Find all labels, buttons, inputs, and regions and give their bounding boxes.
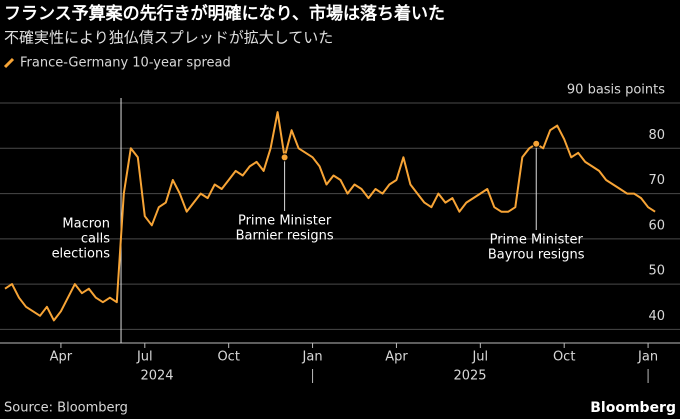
- line: [4, 111, 656, 322]
- annotation-dot: [532, 139, 541, 148]
- source: Source: Bloomberg: [4, 401, 128, 416]
- x-tick-label: Oct: [217, 350, 239, 365]
- legend-swatch: [3, 57, 15, 69]
- annotation: Barnier resigns: [236, 229, 334, 244]
- annotation: Bayrou resigns: [488, 248, 585, 263]
- chart-title: フランス予算案の先行きが明確になり、市場は落ち着いた: [4, 3, 445, 24]
- year-label: 2024: [140, 369, 173, 384]
- logo: Bloomberg: [590, 400, 676, 416]
- annotation: Prime Minister: [238, 214, 332, 229]
- x-tick-label: Jan: [302, 350, 323, 365]
- y-tick-label: 60: [648, 218, 665, 233]
- x-tick-label: Jan: [637, 350, 658, 365]
- x-tick-label: Apr: [50, 350, 73, 365]
- annotation: calls: [81, 232, 110, 247]
- y-tick-label: 40: [648, 309, 665, 324]
- annotation: Macron: [62, 217, 110, 232]
- legend-label: France-Germany 10-year spread: [20, 56, 231, 71]
- y-tick-label: 70: [648, 173, 665, 188]
- y-tick-label: 80: [648, 128, 665, 143]
- annotation: Prime Minister: [490, 233, 584, 248]
- chart-subtitle: 不確実性により独仏債スプレッドが拡大していた: [4, 29, 333, 47]
- y-tick-label: 50: [648, 264, 665, 279]
- x-tick-label: Apr: [385, 350, 408, 365]
- x-tick-label: Jul: [471, 350, 488, 365]
- annotation: elections: [52, 247, 111, 262]
- y-tick-label: 90 basis points: [567, 83, 665, 98]
- year-label: 2025: [453, 369, 486, 384]
- x-tick-label: Oct: [553, 350, 575, 365]
- annotation-dot: [280, 153, 289, 162]
- x-tick-label: Jul: [136, 350, 153, 365]
